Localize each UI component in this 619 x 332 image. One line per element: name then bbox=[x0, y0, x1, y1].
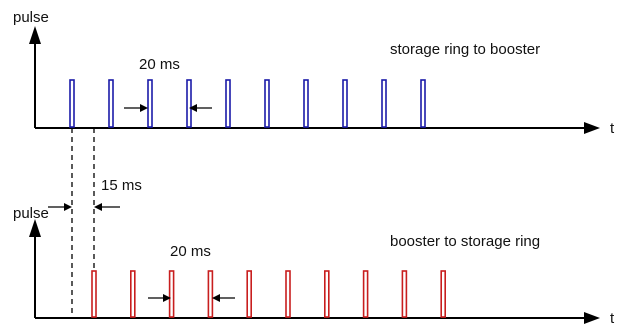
bottom-caption: booster to storage ring bbox=[390, 233, 540, 250]
top-spacing-left-arrow-icon bbox=[140, 104, 148, 112]
top-pulse bbox=[303, 79, 309, 128]
top-spacing-label: 20 ms bbox=[139, 56, 180, 73]
top-y-axis-arrow-icon bbox=[29, 26, 41, 44]
bottom-pulse bbox=[401, 270, 408, 318]
top-pulse bbox=[420, 79, 426, 128]
top-y-axis-label: pulse bbox=[13, 9, 49, 26]
top-pulse-train bbox=[69, 79, 426, 128]
top-pulse bbox=[225, 79, 231, 128]
top-pulse bbox=[186, 79, 192, 128]
top-panel: pulse t storage ring to booster 20 ms bbox=[13, 9, 615, 137]
bottom-panel: pulse t booster to storage ring 20 ms bbox=[13, 205, 615, 327]
bottom-pulse bbox=[323, 270, 330, 318]
top-pulse bbox=[381, 79, 387, 128]
bottom-pulse bbox=[285, 270, 291, 318]
bottom-spacing-left-arrow-icon bbox=[163, 294, 171, 302]
top-caption: storage ring to booster bbox=[390, 41, 540, 58]
bottom-spacing-indicator bbox=[148, 294, 235, 302]
top-spacing-right-arrow-icon bbox=[189, 104, 197, 112]
bottom-pulse bbox=[130, 270, 136, 318]
bottom-pulse bbox=[362, 270, 369, 318]
bottom-pulse bbox=[207, 270, 214, 318]
top-pulse bbox=[147, 79, 153, 128]
top-pulse bbox=[264, 79, 270, 128]
offset-indicator: 15 ms bbox=[48, 128, 142, 318]
bottom-pulse bbox=[246, 270, 252, 318]
top-pulse bbox=[69, 79, 75, 128]
offset-label: 15 ms bbox=[101, 177, 142, 194]
bottom-x-axis-label: t bbox=[610, 310, 615, 327]
bottom-y-axis-arrow-icon bbox=[29, 219, 41, 237]
offset-left-arrow-icon bbox=[64, 203, 72, 211]
top-pulse bbox=[108, 79, 114, 128]
bottom-pulse bbox=[168, 270, 175, 318]
offset-right-arrow-icon bbox=[94, 203, 102, 211]
bottom-pulse-train bbox=[91, 270, 447, 318]
top-pulse bbox=[342, 79, 348, 128]
top-x-axis-label: t bbox=[610, 120, 615, 137]
bottom-spacing-right-arrow-icon bbox=[212, 294, 220, 302]
bottom-spacing-label: 20 ms bbox=[170, 243, 211, 260]
bottom-x-axis-arrow-icon bbox=[584, 312, 600, 324]
bottom-y-axis-label: pulse bbox=[13, 205, 49, 222]
bottom-pulse bbox=[440, 270, 447, 318]
bottom-pulse bbox=[91, 270, 97, 318]
top-spacing-indicator bbox=[124, 104, 212, 112]
top-x-axis-arrow-icon bbox=[584, 122, 600, 134]
